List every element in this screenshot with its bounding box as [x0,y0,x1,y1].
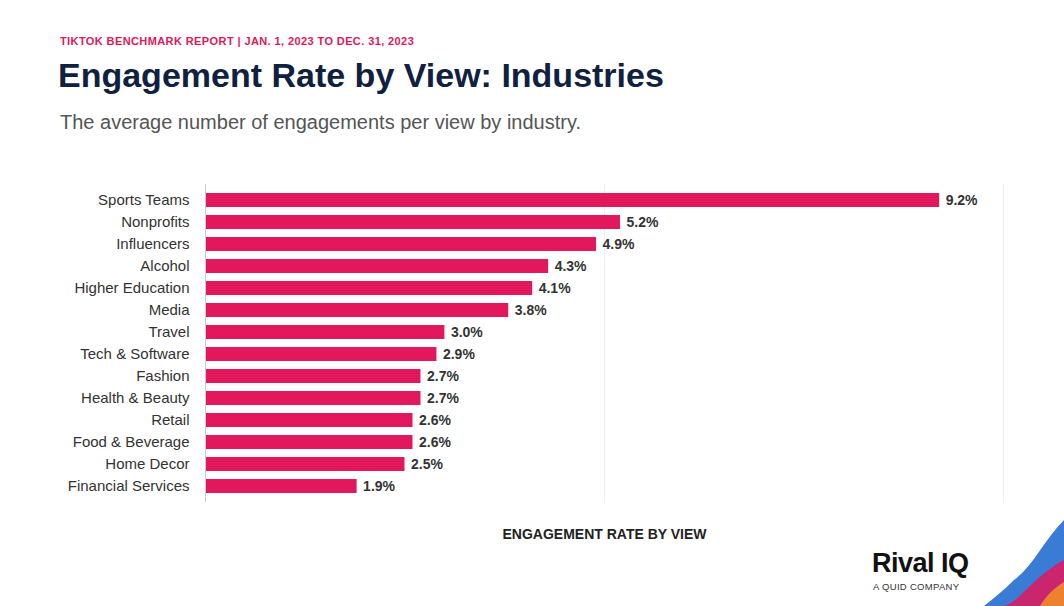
svg-text:3.8%: 3.8% [515,302,547,318]
svg-text:Higher Education: Higher Education [74,279,189,296]
svg-text:Food & Beverage: Food & Beverage [73,433,190,450]
svg-text:2.5%: 2.5% [411,456,443,472]
svg-text:Health & Beauty: Health & Beauty [81,389,190,406]
svg-text:Influencers: Influencers [116,235,189,252]
svg-text:Fashion: Fashion [136,367,189,384]
svg-text:Media: Media [149,301,191,318]
svg-text:2.9%: 2.9% [443,346,475,362]
svg-text:2.6%: 2.6% [419,412,451,428]
svg-text:Financial Services: Financial Services [68,477,190,494]
svg-text:4.3%: 4.3% [555,258,587,274]
svg-text:4.9%: 4.9% [603,236,635,252]
svg-text:2.7%: 2.7% [427,368,459,384]
svg-text:2.7%: 2.7% [427,390,459,406]
svg-text:4.1%: 4.1% [539,280,571,296]
svg-text:Retail: Retail [151,411,189,428]
svg-text:Sports Teams: Sports Teams [98,191,189,208]
svg-text:Home Decor: Home Decor [105,455,189,472]
svg-text:Tech & Software: Tech & Software [80,345,189,362]
html-text:TIKTOK BENCHMARK REPORT | JAN.: TIKTOK BENCHMARK REPORT | JAN. 1, 2023 T… [60,35,415,47]
html-text:Engagement Rate by View: Indus: Engagement Rate by View: Industries [58,56,664,94]
html-text:A QUID COMPANY: A QUID COMPANY [873,581,960,592]
svg-text:9.2%: 9.2% [946,192,978,208]
svg-text:1.9%: 1.9% [363,478,395,494]
svg-text:2.6%: 2.6% [419,434,451,450]
html-text:The average number of engageme: The average number of engagements per vi… [60,111,581,133]
svg-text:Travel: Travel [148,323,189,340]
svg-text:ENGAGEMENT RATE BY VIEW: ENGAGEMENT RATE BY VIEW [502,526,707,542]
svg-text:Nonprofits: Nonprofits [121,213,189,230]
svg-text:5.2%: 5.2% [626,214,658,230]
svg-text:3.0%: 3.0% [451,324,483,340]
html-text:Rival IQ: Rival IQ [872,548,969,578]
svg-text:Alcohol: Alcohol [140,257,189,274]
